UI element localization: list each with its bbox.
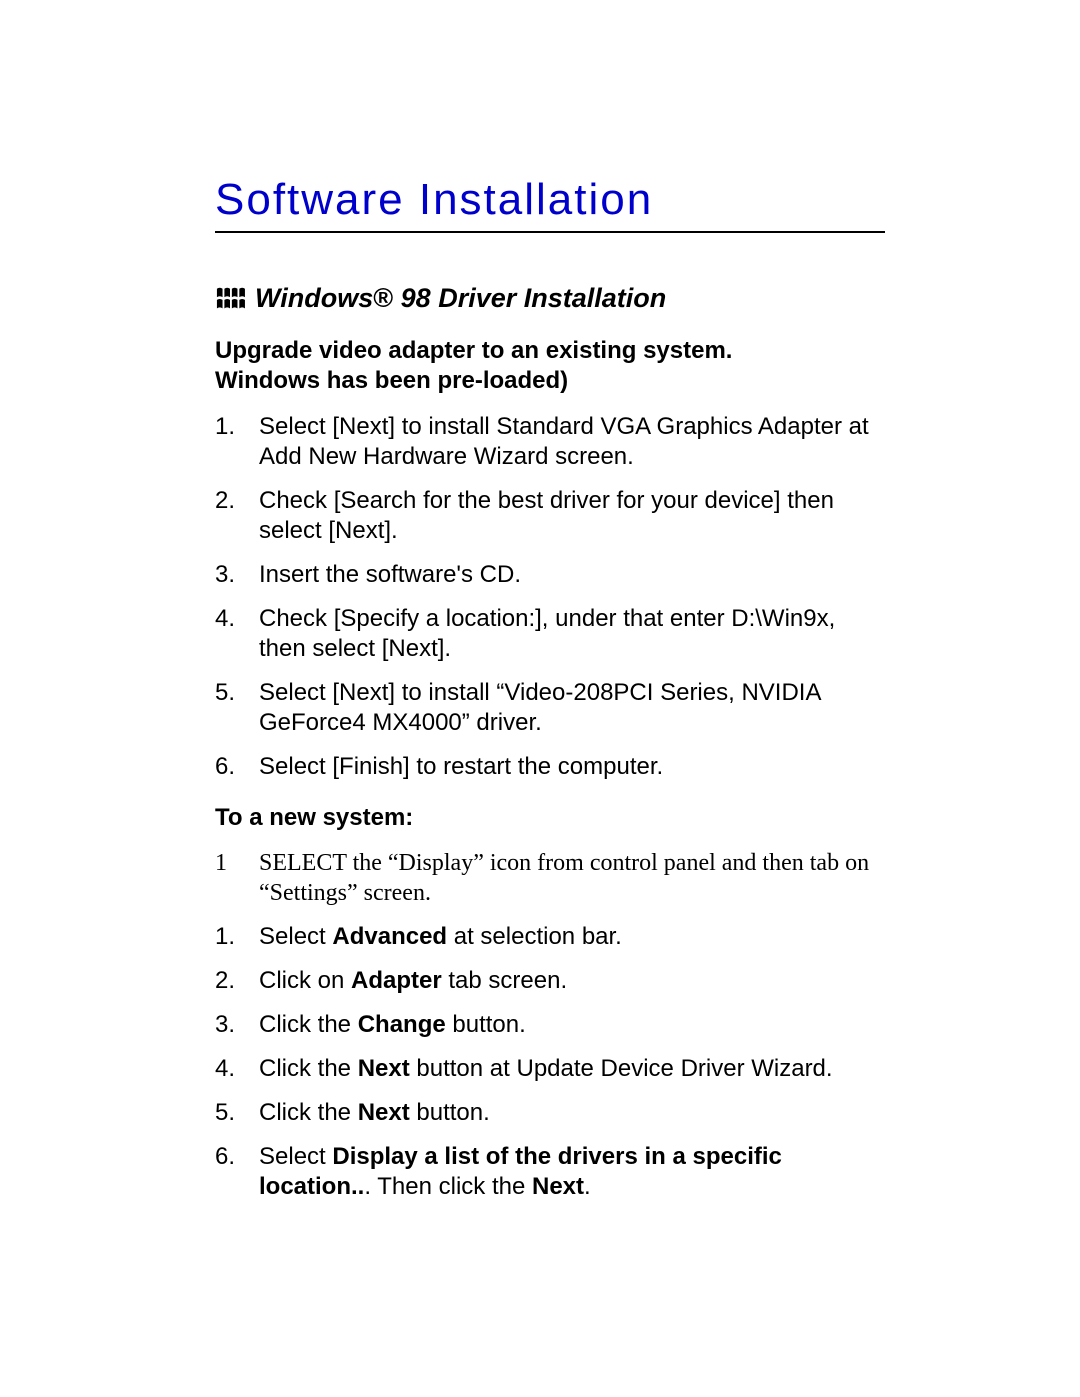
step-number: 1 xyxy=(215,848,227,878)
list-item: 1 SELECT the “Display” icon from control … xyxy=(215,848,885,908)
list-item: 4. Check [Specify a location:], under tha… xyxy=(215,604,885,664)
step-number: 4. xyxy=(215,1054,235,1084)
step-number: 6. xyxy=(215,752,235,782)
list-item: 3. Click the Change button. xyxy=(215,1010,885,1040)
step-number: 6. xyxy=(215,1142,235,1172)
subheading-upgrade: Upgrade video adapter to an existing sys… xyxy=(215,336,885,396)
subheading-new-system: To a new system: xyxy=(215,804,885,832)
subheading-line1: Upgrade video adapter to an existing sys… xyxy=(215,337,732,364)
step-bold: Next xyxy=(358,1099,410,1126)
step-text: button at Update Device Driver Wizard. xyxy=(410,1055,833,1082)
step-bold: Next xyxy=(358,1055,410,1082)
step-text: Check [Specify a location:], under that … xyxy=(259,605,835,662)
step-text: Select [Next] to install “Video-208PCI S… xyxy=(259,679,820,736)
step-number: 5. xyxy=(215,678,235,708)
list-item: 3. Insert the software's CD. xyxy=(215,560,885,590)
step-text: Check [Search for the best driver for yo… xyxy=(259,487,834,544)
list-item: 2. Check [Search for the best driver for … xyxy=(215,486,885,546)
step-text: Select xyxy=(259,923,332,950)
step-text: . Then click the xyxy=(364,1173,532,1200)
step-number: 2. xyxy=(215,966,235,996)
section-title-prefix: Windows xyxy=(255,283,373,313)
step-bold: Next xyxy=(532,1173,584,1200)
section-title-suffix: 98 Driver Installation xyxy=(393,283,666,313)
list-item: 5. Click the Next button. xyxy=(215,1098,885,1128)
step-text: button. xyxy=(446,1011,526,1038)
step-text: Select [Finish] to restart the computer. xyxy=(259,753,663,780)
step-bold: Change xyxy=(358,1011,446,1038)
list-item: 6. Select [Finish] to restart the compute… xyxy=(215,752,885,782)
list-item: 5. Select [Next] to install “Video-208PCI… xyxy=(215,678,885,738)
step-number: 4. xyxy=(215,604,235,634)
step-text: Select [Next] to install Standard VGA Gr… xyxy=(259,413,869,470)
step-number: 2. xyxy=(215,486,235,516)
list-item: 1. Select Advanced at selection bar. xyxy=(215,922,885,952)
steps-list-1: 1. Select [Next] to install Standard VGA … xyxy=(215,412,885,782)
list-item: 6.Select Display a list of the drivers i… xyxy=(215,1142,885,1202)
list-item: 2. Click on Adapter tab screen. xyxy=(215,966,885,996)
step-bold: Adapter xyxy=(351,967,442,994)
step-number: 5. xyxy=(215,1098,235,1128)
subheading-line2: Windows has been pre-loaded) xyxy=(215,367,568,394)
step-text: Click the xyxy=(259,1011,358,1038)
page-title: Software Installation xyxy=(215,175,885,233)
section-title: Windows® 98 Driver Installation xyxy=(255,283,666,314)
step-text: Insert the software's CD. xyxy=(259,561,521,588)
step-text: Click the xyxy=(259,1055,358,1082)
list-item: 1. Select [Next] to install Standard VGA … xyxy=(215,412,885,472)
step-number: 1. xyxy=(215,412,235,442)
step-text: Click on xyxy=(259,967,351,994)
step-bold: Advanced xyxy=(332,923,447,950)
steps-list-2: 1 SELECT the “Display” icon from control … xyxy=(215,848,885,1202)
step-text: SELECT the “Display” icon from control p… xyxy=(259,850,869,906)
step-text: Click the xyxy=(259,1099,358,1126)
step-text: button. xyxy=(410,1099,490,1126)
section-header: Windows® 98 Driver Installation xyxy=(215,283,885,314)
step-text: Select xyxy=(259,1143,332,1170)
step-number: 3. xyxy=(215,560,235,590)
step-number: 3. xyxy=(215,1010,235,1040)
windows-logo-icon xyxy=(215,285,245,313)
registered-symbol: ® xyxy=(373,283,393,313)
step-number: 1. xyxy=(215,922,235,952)
step-text: tab screen. xyxy=(442,967,567,994)
list-item: 4. Click the Next button at Update Device… xyxy=(215,1054,885,1084)
step-text: at selection bar. xyxy=(447,923,622,950)
step-text: . xyxy=(584,1173,591,1200)
